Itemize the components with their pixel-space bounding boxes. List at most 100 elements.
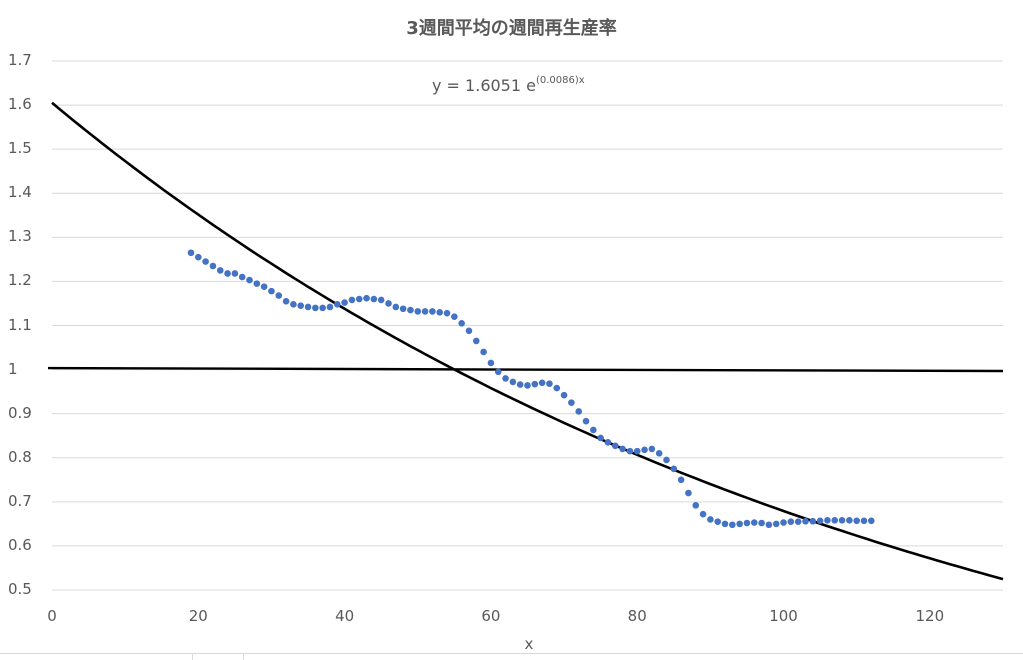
data-point	[714, 518, 721, 525]
data-point	[341, 299, 348, 306]
x-tick-label: 120	[915, 607, 945, 625]
gridlines	[52, 60, 1003, 591]
x-tick-label: 40	[335, 607, 355, 625]
data-point	[290, 301, 297, 308]
x-tick-label: 80	[627, 607, 647, 625]
data-point	[487, 359, 495, 367]
data-point	[268, 287, 275, 295]
y-tick-label: 1.4	[8, 183, 32, 202]
data-point	[494, 368, 502, 376]
data-point	[560, 391, 568, 399]
data-point	[758, 519, 765, 527]
reference-line	[47, 366, 1004, 373]
data-point	[202, 258, 209, 265]
data-point	[238, 273, 246, 281]
y-tick-label: 1.3	[8, 227, 32, 246]
y-tick-label: 0.7	[8, 491, 32, 510]
data-point	[553, 384, 561, 392]
y-tick-label: 0.5	[8, 580, 32, 598]
data-point	[743, 519, 751, 527]
data-point	[611, 442, 619, 450]
data-point	[363, 294, 370, 302]
data-point	[816, 517, 824, 525]
data-point	[334, 301, 341, 308]
data-point	[772, 520, 780, 528]
data-point	[216, 267, 224, 274]
y-tick-label: 0.6	[8, 535, 32, 554]
data-point	[765, 521, 773, 529]
y-tick-label: 1	[8, 359, 18, 378]
x-tick-label: 100	[769, 607, 798, 625]
y-tick-label: 1.2	[8, 271, 32, 290]
trendline-equation: y = 1.6051 e(0.0086)x	[432, 75, 585, 95]
data-point	[729, 521, 736, 529]
data-point	[699, 510, 707, 518]
data-point	[853, 517, 860, 525]
data-point	[275, 292, 283, 299]
data-point	[348, 296, 356, 304]
y-tick-label: 1.6	[8, 95, 32, 114]
data-point	[231, 270, 239, 277]
data-point	[582, 417, 590, 425]
data-point	[282, 297, 290, 305]
data-point	[641, 446, 648, 454]
data-point	[794, 518, 802, 525]
reference-line-group	[47, 366, 1004, 373]
x-tick-label: 60	[481, 607, 501, 625]
data-point	[868, 517, 875, 525]
data-point	[304, 303, 312, 311]
bottom-strip-segment	[193, 654, 244, 660]
data-point	[502, 375, 509, 382]
data-point	[458, 319, 465, 327]
chart-title: 3週間平均の週間再生産率	[406, 18, 617, 39]
data-point	[246, 276, 253, 284]
data-point	[809, 517, 817, 525]
y-tick-label: 0.8	[8, 447, 32, 466]
data-point	[421, 308, 429, 315]
data-point	[750, 519, 758, 526]
y-tick-label: 1.7	[8, 51, 32, 69]
data-point	[633, 447, 641, 455]
bottom-strip-segment	[0, 654, 193, 660]
trendline-equation-base: y = 1.6051 e	[432, 76, 536, 95]
bottom-strip	[0, 653, 1023, 660]
data-point	[355, 295, 363, 303]
data-point	[590, 426, 597, 434]
data-point	[436, 308, 444, 316]
data-point	[399, 305, 407, 313]
data-point	[429, 308, 436, 315]
data-point	[480, 348, 487, 356]
data-point	[414, 308, 422, 315]
data-point	[224, 270, 231, 277]
data-point	[260, 283, 268, 291]
data-point	[312, 304, 319, 312]
data-point	[831, 517, 839, 524]
data-point	[626, 447, 634, 455]
x-axis-label: x	[524, 635, 534, 653]
data-point	[443, 309, 451, 317]
data-point	[846, 517, 853, 524]
data-point	[780, 519, 787, 526]
y-tick-label: 0.9	[8, 403, 32, 422]
data-point	[575, 408, 583, 415]
data-point	[253, 280, 261, 287]
data-point	[597, 434, 604, 442]
trendline	[51, 101, 1004, 581]
data-point	[524, 382, 531, 389]
data-point	[385, 300, 392, 307]
data-point	[655, 450, 663, 457]
data-point	[209, 262, 217, 270]
data-point	[509, 378, 517, 386]
data-point	[451, 313, 458, 320]
data-point	[860, 517, 868, 525]
data-point	[465, 327, 473, 335]
data-point	[670, 465, 678, 473]
data-point	[319, 304, 326, 312]
y-tick-label: 1.5	[8, 139, 32, 158]
data-point	[802, 517, 809, 525]
data-point	[326, 303, 334, 311]
data-point	[648, 445, 656, 453]
data-point	[195, 253, 202, 261]
